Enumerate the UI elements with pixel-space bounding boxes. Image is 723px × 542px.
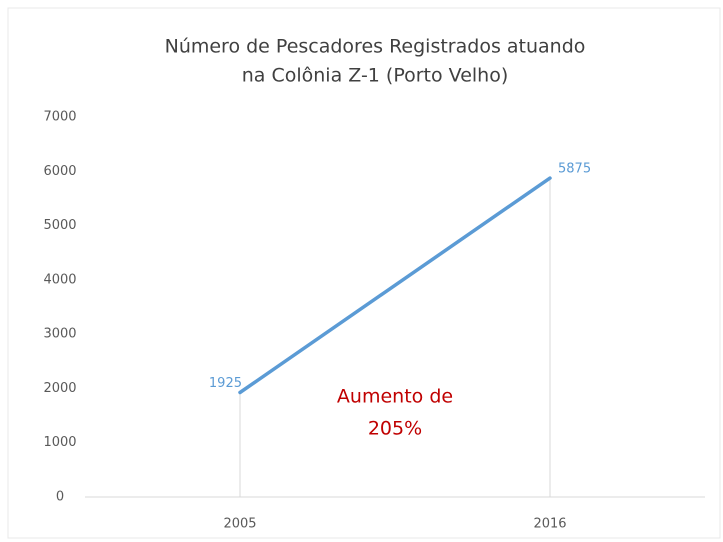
y-tick-label: 2000 [43, 381, 76, 396]
data-label: 5875 [558, 162, 591, 177]
annotation: Aumento de [337, 386, 453, 408]
y-tick-label: 6000 [43, 164, 76, 179]
series-line [238, 176, 552, 395]
y-tick-label: 7000 [43, 110, 76, 125]
y-tick-label: 1000 [43, 435, 76, 450]
chart-title-line: na Colônia Z-1 (Porto Velho) [242, 65, 509, 87]
x-tick-label: 2016 [533, 517, 566, 532]
x-tick-label: 2005 [223, 517, 256, 532]
data-label: 1925 [209, 376, 242, 391]
y-tick-label: 0 [56, 490, 64, 505]
y-tick-label: 5000 [43, 218, 76, 233]
y-tick-label: 4000 [43, 272, 76, 287]
chart-title-line: Número de Pescadores Registrados atuando [165, 36, 586, 58]
chart-border [7, 7, 721, 539]
y-tick-label: 3000 [43, 327, 76, 342]
annotation: 205% [368, 418, 422, 440]
